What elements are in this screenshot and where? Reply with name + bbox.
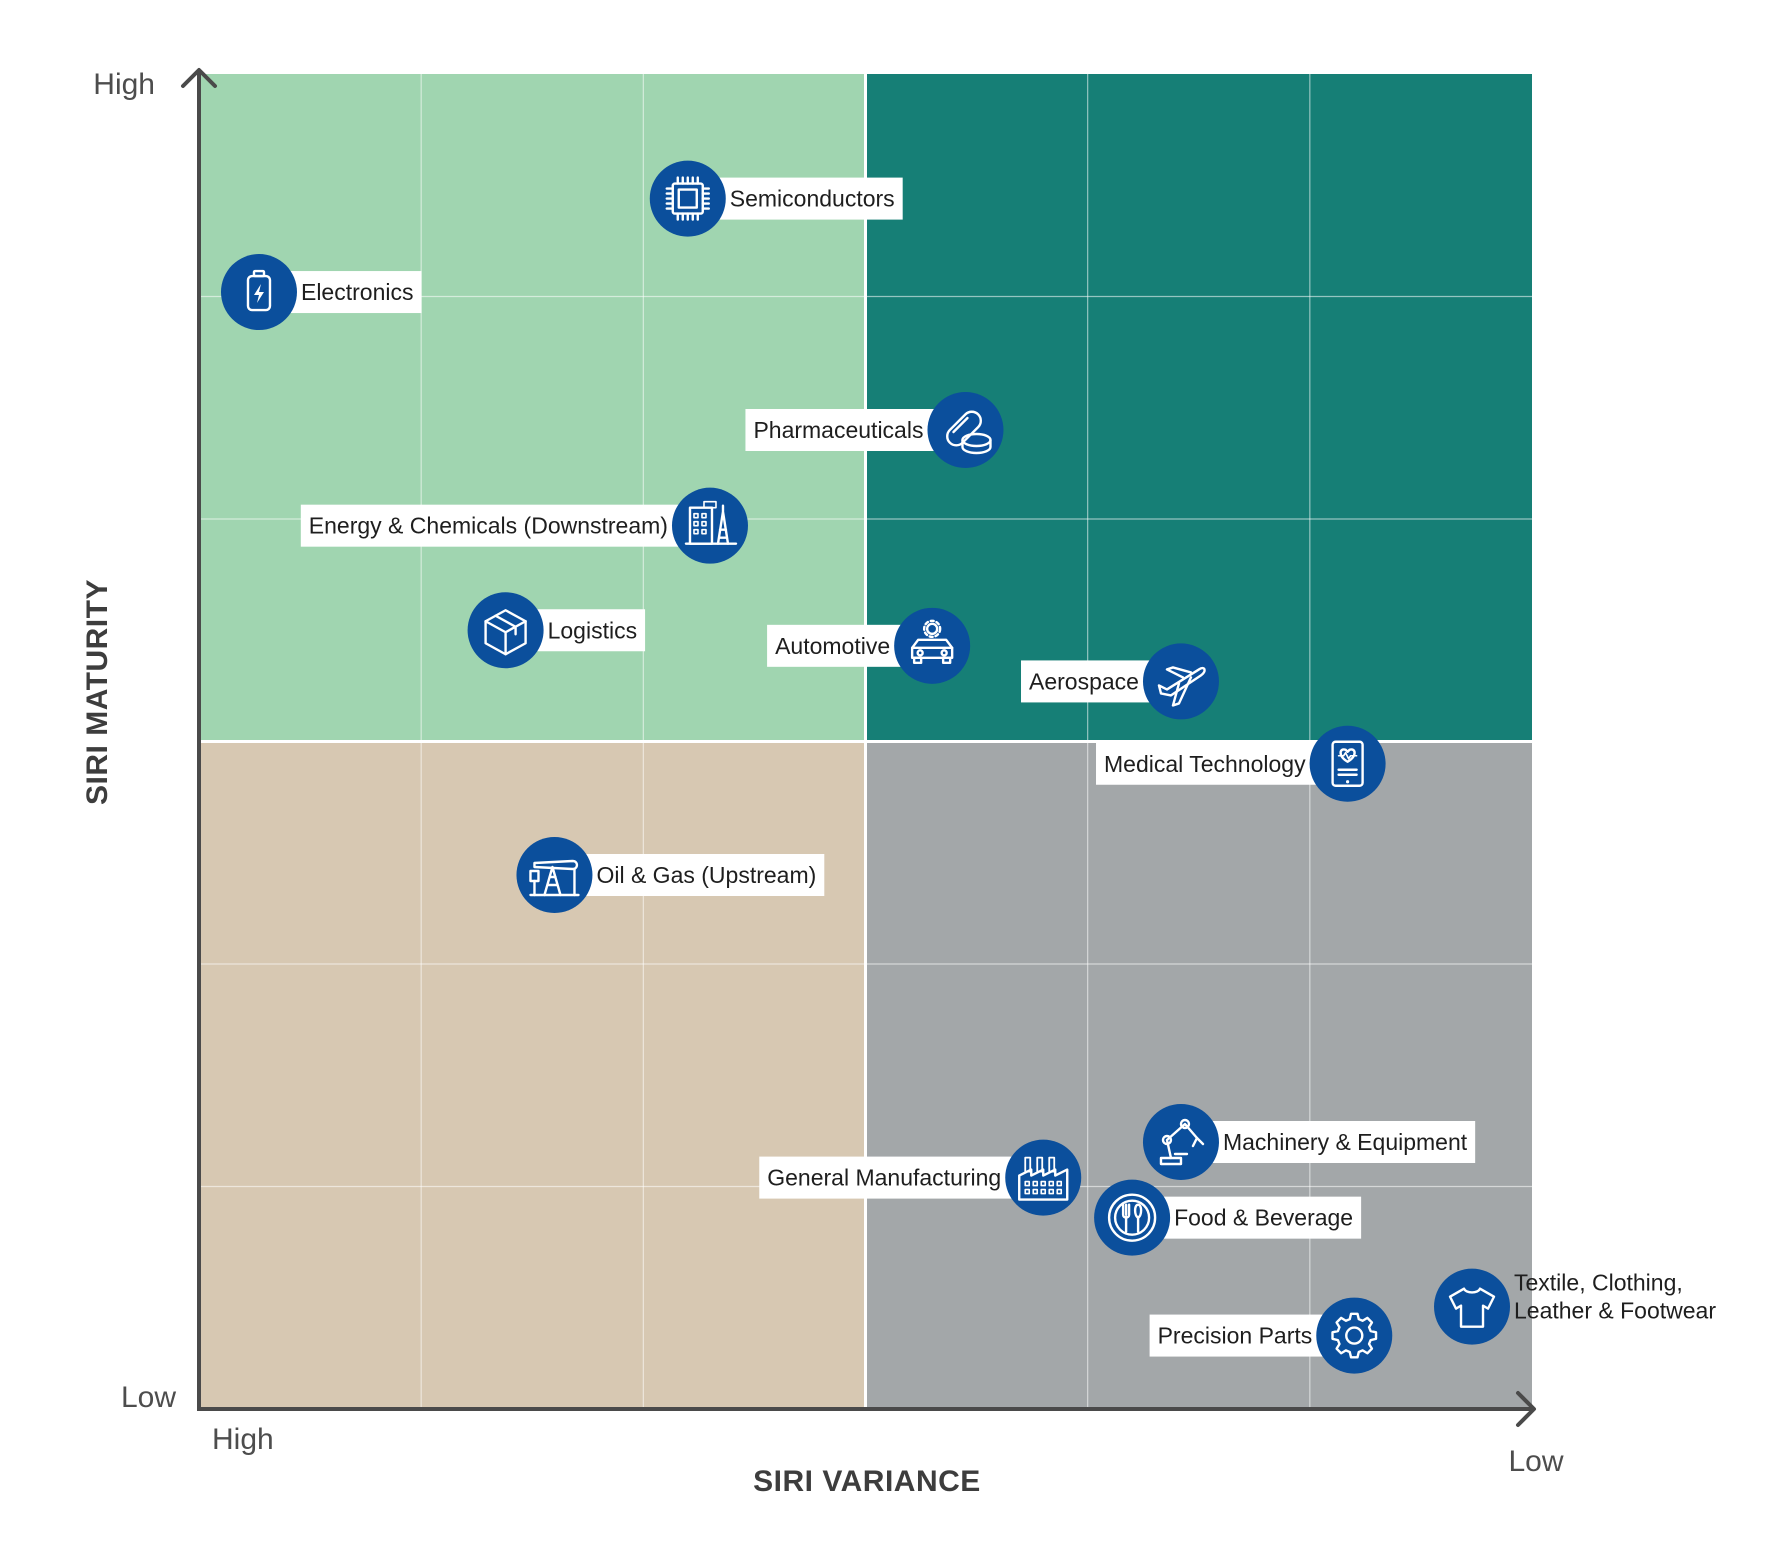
point-label: Pharmaceuticals <box>753 417 923 443</box>
y-axis-arrow <box>181 68 217 88</box>
point-label-box <box>1096 742 1318 785</box>
data-point: Semiconductors <box>649 160 903 237</box>
factory-icon <box>1018 1156 1069 1201</box>
point-label-box <box>535 609 646 652</box>
point-label: Aerospace <box>1029 668 1139 694</box>
data-point: Oil & Gas (Upstream) <box>516 837 825 913</box>
quadrant-bottom-right <box>865 741 1532 1409</box>
quadrant-bottom-left <box>199 741 866 1409</box>
axis-layer: High Low High Low SIRI VARIANCE SIRI MAT… <box>81 68 1564 1498</box>
y-axis-low-label: Low <box>121 1381 176 1414</box>
data-point: Automotive <box>767 607 971 684</box>
point-label-box <box>1149 1314 1325 1357</box>
tshirt-icon <box>1448 1287 1496 1328</box>
data-point: Food & Beverage <box>1094 1179 1362 1256</box>
point-marker <box>1434 1268 1511 1345</box>
pills-icon <box>946 410 992 455</box>
point-label-box <box>300 504 680 547</box>
point-label: Electronics <box>301 279 413 305</box>
x-axis-arrow <box>1516 1391 1536 1427</box>
point-marker <box>1005 1139 1082 1216</box>
point-label-box <box>1210 1121 1476 1163</box>
box-icon <box>484 609 527 656</box>
point-label-box <box>1021 660 1151 703</box>
data-point: Machinery & Equipment <box>1142 1104 1476 1180</box>
y-axis-title: SIRI MATURITY <box>81 579 114 805</box>
point-marker <box>1309 725 1386 802</box>
point-label: Textile, Clothing, <box>1514 1270 1683 1296</box>
robot-arm-icon <box>1159 1118 1205 1166</box>
point-marker <box>1094 1179 1171 1256</box>
point-marker <box>467 592 544 669</box>
point-label: Leather & Footwear <box>1514 1298 1716 1324</box>
point-label: Oil & Gas (Upstream) <box>596 862 816 888</box>
point-marker <box>671 487 748 564</box>
data-point: Medical Technology <box>1096 725 1386 802</box>
point-label: Precision Parts <box>1158 1323 1313 1349</box>
x-axis-title: SIRI VARIANCE <box>753 1465 981 1498</box>
point-label: Machinery & Equipment <box>1223 1129 1468 1155</box>
point-label: Automotive <box>775 633 890 659</box>
data-point: Aerospace <box>1021 643 1219 720</box>
point-label: Logistics <box>548 617 637 643</box>
data-point: General Manufacturing <box>759 1139 1082 1216</box>
point-marker <box>1142 1104 1219 1180</box>
data-point: Textile, Clothing,Leather & Footwear <box>1434 1268 1716 1345</box>
data-point: Electronics <box>220 254 422 331</box>
point-label: Semiconductors <box>730 186 895 212</box>
point-label-box <box>584 854 825 896</box>
y-axis-high-label: High <box>93 68 155 101</box>
point-label-box <box>745 409 936 451</box>
gear-icon <box>1331 1312 1378 1359</box>
point-label-group: Textile, Clothing,Leather & Footwear <box>1514 1270 1716 1324</box>
point-label: Energy & Chemicals (Downstream) <box>309 513 668 539</box>
points-layer: Semiconductors Electronics Pharmaceuticals… <box>220 160 1716 1374</box>
oil-pump-icon <box>529 859 580 897</box>
point-label: Medical Technology <box>1104 751 1306 777</box>
point-marker <box>649 160 726 237</box>
data-point: Logistics <box>467 592 646 669</box>
cutlery-icon <box>1107 1193 1157 1242</box>
car-icon <box>910 619 954 665</box>
point-label-box <box>717 177 903 220</box>
point-label-box <box>288 271 422 314</box>
x-axis-low-label: Low <box>1508 1445 1563 1478</box>
data-point: Pharmaceuticals <box>745 392 1004 468</box>
point-label-box <box>759 1156 1014 1199</box>
data-point: Precision Parts <box>1149 1297 1393 1374</box>
data-point: Energy & Chemicals (Downstream) <box>300 487 748 564</box>
point-marker <box>1316 1297 1393 1374</box>
point-label: Food & Beverage <box>1174 1205 1353 1231</box>
point-label-box <box>767 624 903 667</box>
point-marker <box>927 392 1004 468</box>
medical-tablet-icon <box>1331 740 1364 787</box>
battery-icon <box>246 269 272 312</box>
x-axis-high-label: High <box>212 1423 274 1456</box>
chip-icon <box>665 176 710 221</box>
point-marker <box>894 607 971 684</box>
point-label-box <box>1162 1196 1362 1239</box>
point-label: General Manufacturing <box>767 1165 1001 1191</box>
refinery-icon <box>684 500 738 545</box>
airplane-icon <box>1157 666 1206 707</box>
